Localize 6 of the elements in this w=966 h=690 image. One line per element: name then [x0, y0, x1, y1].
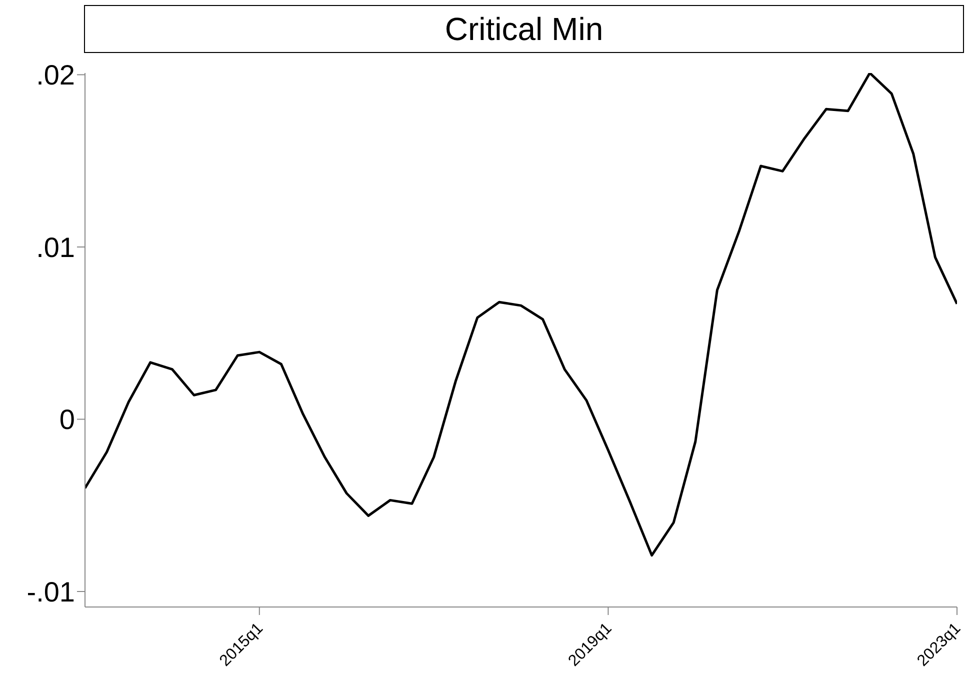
chart-title: Critical Min: [84, 5, 964, 53]
y-tick-label: .02: [36, 60, 75, 91]
y-tick-label: -.01: [26, 576, 75, 608]
y-tick-label: 0: [59, 404, 75, 436]
line-series: [85, 73, 957, 557]
y-tick-label: .01: [36, 232, 75, 263]
